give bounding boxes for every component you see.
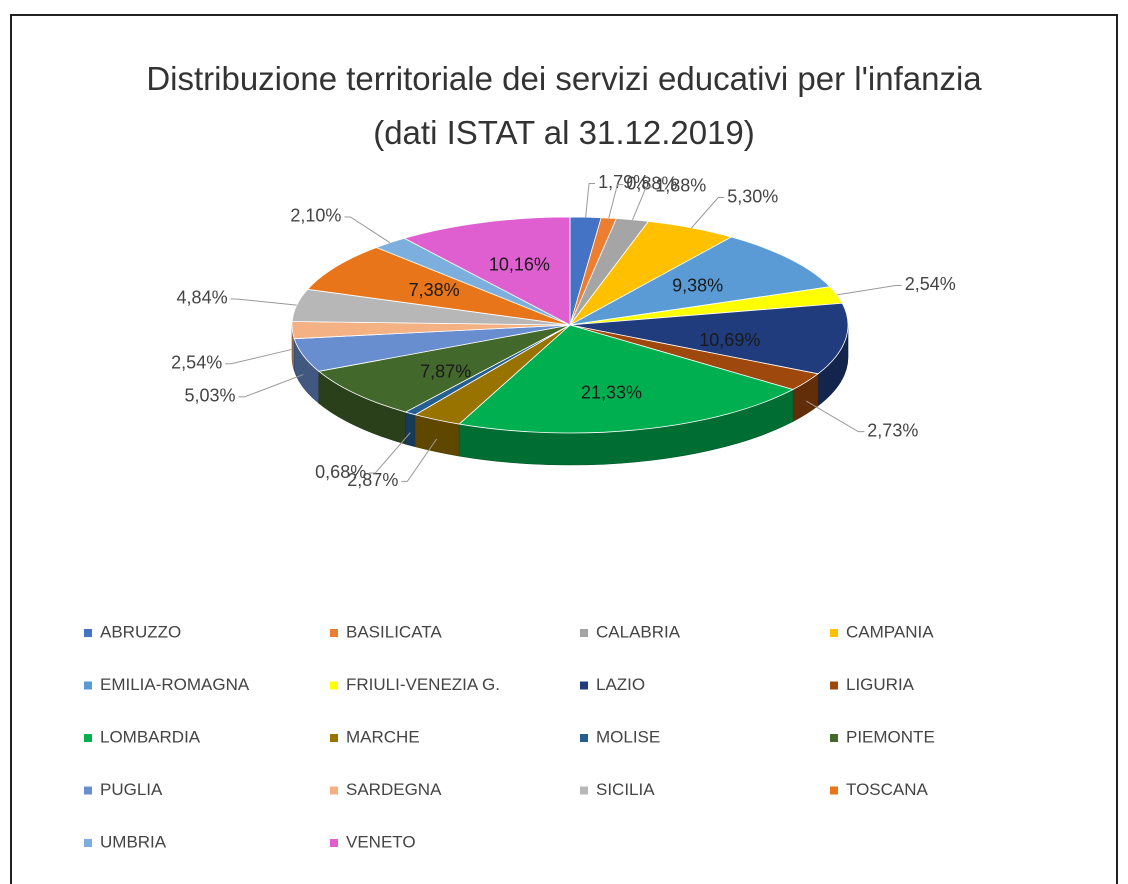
legend-swatch xyxy=(330,786,338,795)
legend-label: CAMPANIA xyxy=(846,622,934,641)
legend-label: CALABRIA xyxy=(596,622,681,641)
legend-label: PIEMONTE xyxy=(846,727,935,746)
data-label: 9,38% xyxy=(672,275,723,295)
legend-label: EMILIA-ROMAGNA xyxy=(100,675,250,694)
slice xyxy=(306,247,571,326)
data-label: 2,87% xyxy=(347,470,398,490)
leader-line xyxy=(691,197,725,229)
legend-swatch xyxy=(330,681,338,690)
legend-label: BASILICATA xyxy=(346,622,442,641)
leader-line xyxy=(608,184,624,219)
leader-line xyxy=(344,216,391,244)
leader-line xyxy=(369,432,411,474)
data-label: 2,54% xyxy=(905,274,956,294)
legend-label: LAZIO xyxy=(596,675,645,694)
legend-swatch xyxy=(830,734,838,742)
legend-label: SICILIA xyxy=(596,780,655,799)
data-label: 0,68% xyxy=(315,462,366,482)
data-label: 2,54% xyxy=(171,352,222,372)
legend-label: ABRUZZO xyxy=(100,622,181,641)
leader-line xyxy=(238,374,304,398)
legend-swatch xyxy=(84,681,92,690)
legend-label: MARCHE xyxy=(346,727,420,746)
legend-label: UMBRIA xyxy=(100,832,167,851)
legend-label: FRIULI-VENEZIA G. xyxy=(346,675,500,694)
legend-label: PUGLIA xyxy=(100,780,163,799)
data-label: 10,69% xyxy=(699,330,760,350)
legend-swatch xyxy=(84,629,92,637)
legend-swatch xyxy=(330,629,338,637)
legend-swatch xyxy=(580,681,588,690)
data-label: 7,87% xyxy=(420,362,471,382)
slice-side xyxy=(405,411,416,448)
data-label: 21,33% xyxy=(581,382,642,402)
data-label: 2,73% xyxy=(867,420,918,440)
legend-swatch xyxy=(580,734,588,742)
slice xyxy=(403,216,571,326)
leader-line xyxy=(632,186,653,220)
legend-swatch xyxy=(830,681,838,690)
slice xyxy=(569,302,849,375)
legend-swatch xyxy=(84,734,92,742)
data-label: 1,88% xyxy=(655,176,706,196)
data-label: 0,88% xyxy=(626,173,677,193)
data-label: 5,30% xyxy=(727,186,778,206)
slice xyxy=(317,324,571,413)
legend-label: TOSCANA xyxy=(846,780,929,799)
legend-swatch xyxy=(330,734,338,742)
slice xyxy=(569,236,831,326)
slice xyxy=(458,324,794,434)
data-label: 2,10% xyxy=(290,206,341,226)
leader-line xyxy=(401,438,438,482)
leader-line xyxy=(806,400,865,433)
chart-frame xyxy=(10,14,1118,884)
data-label: 1,79% xyxy=(598,172,649,192)
legend-swatch xyxy=(84,786,92,795)
legend-swatch xyxy=(580,786,588,795)
legend-label: SARDEGNA xyxy=(346,780,442,799)
legend-label: LOMBARDIA xyxy=(100,727,201,746)
leader-line xyxy=(225,348,293,365)
leader-line xyxy=(230,298,297,306)
legend-label: LIGURIA xyxy=(846,675,915,694)
chart-title: Distribuzione territoriale dei servizi e… xyxy=(146,60,982,151)
legend-swatch xyxy=(830,629,838,637)
data-label: 10,16% xyxy=(489,254,550,274)
legend-swatch xyxy=(580,629,588,637)
legend-swatch xyxy=(330,839,338,847)
legend-label: VENETO xyxy=(346,832,416,851)
leader-line xyxy=(585,182,596,218)
data-label: 5,03% xyxy=(184,386,235,406)
legend-swatch xyxy=(830,786,838,795)
data-label: 7,38% xyxy=(409,280,460,300)
leader-line xyxy=(836,284,902,296)
legend-label: MOLISE xyxy=(596,727,660,746)
data-label: 4,84% xyxy=(177,288,228,308)
legend-swatch xyxy=(84,839,92,847)
